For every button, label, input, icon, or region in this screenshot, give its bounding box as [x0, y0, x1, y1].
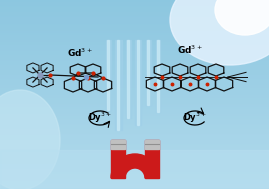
- Bar: [137, 40, 139, 125]
- Bar: [145, 140, 159, 149]
- Bar: [111, 140, 125, 178]
- Bar: [117, 40, 119, 130]
- Bar: [0, 150, 269, 189]
- Bar: [115, 40, 122, 130]
- Text: Gd$^{3+}$: Gd$^{3+}$: [177, 44, 203, 56]
- Bar: [107, 40, 109, 110]
- Bar: [127, 40, 129, 118]
- Ellipse shape: [0, 90, 60, 189]
- Bar: [145, 140, 159, 178]
- Bar: [126, 40, 131, 118]
- Bar: [157, 40, 159, 112]
- Text: Dy$^{3+}$: Dy$^{3+}$: [88, 111, 112, 125]
- Bar: [147, 40, 149, 105]
- Bar: [111, 140, 125, 149]
- Wedge shape: [111, 154, 159, 178]
- Bar: [146, 40, 151, 105]
- Bar: [135, 40, 141, 125]
- Bar: [156, 40, 160, 112]
- Ellipse shape: [215, 0, 269, 35]
- Bar: [106, 40, 111, 110]
- Ellipse shape: [170, 0, 269, 65]
- Text: Dy$^{3+}$: Dy$^{3+}$: [183, 111, 207, 125]
- Text: Gd$^{3+}$: Gd$^{3+}$: [67, 47, 93, 59]
